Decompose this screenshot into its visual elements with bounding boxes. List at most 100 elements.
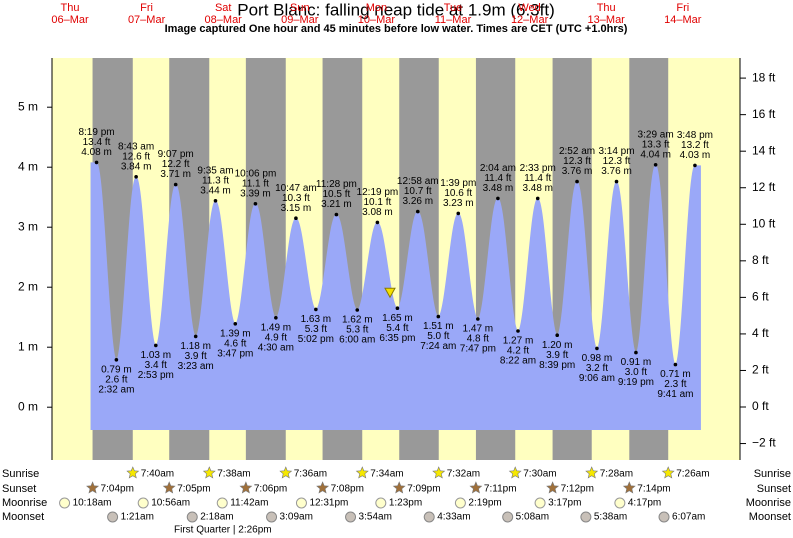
y2-tick-label: 4 ft: [752, 326, 769, 340]
tide-label: 10:06 pm: [235, 168, 277, 179]
current-marker: [384, 287, 396, 299]
tide-layer: [90, 161, 701, 430]
tide-label: 2:53 pm: [138, 370, 174, 381]
moonset-icon: [502, 511, 514, 523]
moonrise-time: 1:23pm: [389, 498, 422, 509]
moonset-icon: [423, 511, 435, 523]
y2-tick-label: 6 ft: [752, 290, 769, 304]
tide-point: [456, 211, 461, 216]
tide-label: 3.9 ft: [185, 351, 207, 362]
tide-label: 3.15 m: [281, 203, 312, 214]
tide-label: 1:39 pm: [440, 178, 476, 189]
sunset-time: 7:04pm: [101, 484, 134, 495]
moonset-time: 4:33am: [437, 512, 470, 523]
tide-point: [314, 307, 318, 312]
y-tick-label: 3 m: [18, 219, 38, 233]
tide-label: 3.0 ft: [625, 367, 647, 378]
sunset-icon: [469, 481, 483, 494]
day-date: 13–Mar: [588, 14, 626, 26]
tide-label: 2:04 am: [480, 163, 516, 174]
tide-point: [476, 317, 480, 321]
day-name: Fri: [140, 2, 153, 14]
tide-label: 6:35 pm: [379, 333, 415, 344]
tide-area: [90, 162, 701, 430]
tide-point: [693, 163, 697, 168]
tide-point: [274, 316, 278, 320]
tide-label: 3:23 am: [178, 361, 214, 372]
y2-tick-label: 12 ft: [752, 180, 776, 194]
tide-label: 3.71 m: [160, 169, 191, 180]
tide-label: 3.9 ft: [546, 350, 568, 361]
day-date: 11–Mar: [435, 14, 472, 26]
sunset-time: 7:09pm: [407, 484, 440, 495]
moonrise-icon: [454, 497, 466, 509]
row-label: Moonrise: [2, 497, 47, 509]
tide-label: 5.0 ft: [427, 331, 449, 342]
tide-label: 1.51 m: [423, 321, 454, 332]
tide-label: 12:58 am: [397, 176, 439, 187]
tide-label: 1.27 m: [503, 336, 534, 347]
tide-label: 2.3 ft: [664, 379, 686, 390]
tide-point: [213, 199, 218, 203]
row-label: Sunset: [2, 483, 36, 495]
sunrise-icon: [202, 466, 216, 479]
sunset-time: 7:11pm: [484, 484, 517, 495]
tide-point: [496, 196, 500, 201]
tide-label: 3.84 m: [121, 161, 152, 172]
y2-tick-label: 0 ft: [752, 399, 769, 413]
day-name: Wed: [518, 2, 540, 14]
tide-label: 11.4 ft: [484, 173, 511, 184]
sunrise-icon: [355, 466, 369, 479]
tide-point: [294, 216, 298, 220]
tide-label: 5.4 ft: [386, 323, 408, 334]
tide-label: 0.71 m: [660, 369, 691, 380]
sunset-time: 7:12pm: [561, 484, 594, 495]
tide-label: 5.3 ft: [346, 325, 368, 336]
moonrise-time: 2:19pm: [468, 498, 501, 509]
moonset-icon: [186, 511, 198, 523]
day-name: Sun: [290, 2, 310, 14]
tide-point: [233, 322, 238, 326]
tide-label: 1.39 m: [220, 328, 251, 339]
tide-label: 4.08 m: [81, 147, 112, 158]
y2-tick-label: 10 ft: [752, 216, 776, 230]
row-label: Sunrise: [2, 468, 39, 480]
sunrise-icon: [585, 466, 599, 479]
sunrise-time: 7:30am: [523, 469, 556, 480]
tide-label: 8:19 pm: [78, 127, 114, 138]
moonrise-icon: [137, 497, 149, 509]
tide-point: [415, 209, 420, 214]
sunset-icon: [546, 481, 560, 494]
sunset-icon: [86, 481, 100, 494]
tide-label: 3.2 ft: [586, 363, 608, 374]
moonrise-icon: [614, 497, 626, 509]
tide-label: 11.3 ft: [202, 175, 229, 186]
tide-point: [595, 346, 599, 351]
moonset-time: 2:18am: [200, 512, 233, 523]
tide-label: 10.1 ft: [364, 197, 392, 208]
moonrise-time: 10:56am: [151, 498, 190, 509]
sunset-icon: [622, 481, 636, 494]
tide-label: 3:47 pm: [217, 348, 253, 359]
moonrise-time: 10:18am: [73, 498, 112, 509]
y-tick-label: 5 m: [18, 99, 38, 113]
y2-tick-label: 18 ft: [752, 70, 776, 84]
row-label: Moonset: [749, 511, 791, 523]
tide-point: [395, 306, 400, 311]
row-label: Sunrise: [754, 468, 791, 480]
tide-label: 2:33 pm: [520, 163, 556, 174]
day-date: 07–Mar: [128, 14, 166, 26]
tide-label: 10:47 am: [275, 183, 317, 194]
sunrise-time: 7:32am: [447, 469, 480, 480]
tide-label: 3:29 am: [638, 129, 674, 140]
sunset-time: 7:06pm: [254, 484, 287, 495]
tide-label: 11:28 pm: [316, 179, 357, 190]
moonset-time: 5:38am: [594, 512, 627, 523]
tide-point: [436, 314, 441, 319]
tide-point: [634, 350, 638, 355]
tide-label: 2:52 am: [559, 146, 595, 157]
tide-label: 3.23 m: [443, 198, 474, 209]
sunrise-icon: [432, 466, 446, 479]
tide-label: 3.76 m: [562, 166, 593, 177]
tide-point: [673, 362, 678, 367]
